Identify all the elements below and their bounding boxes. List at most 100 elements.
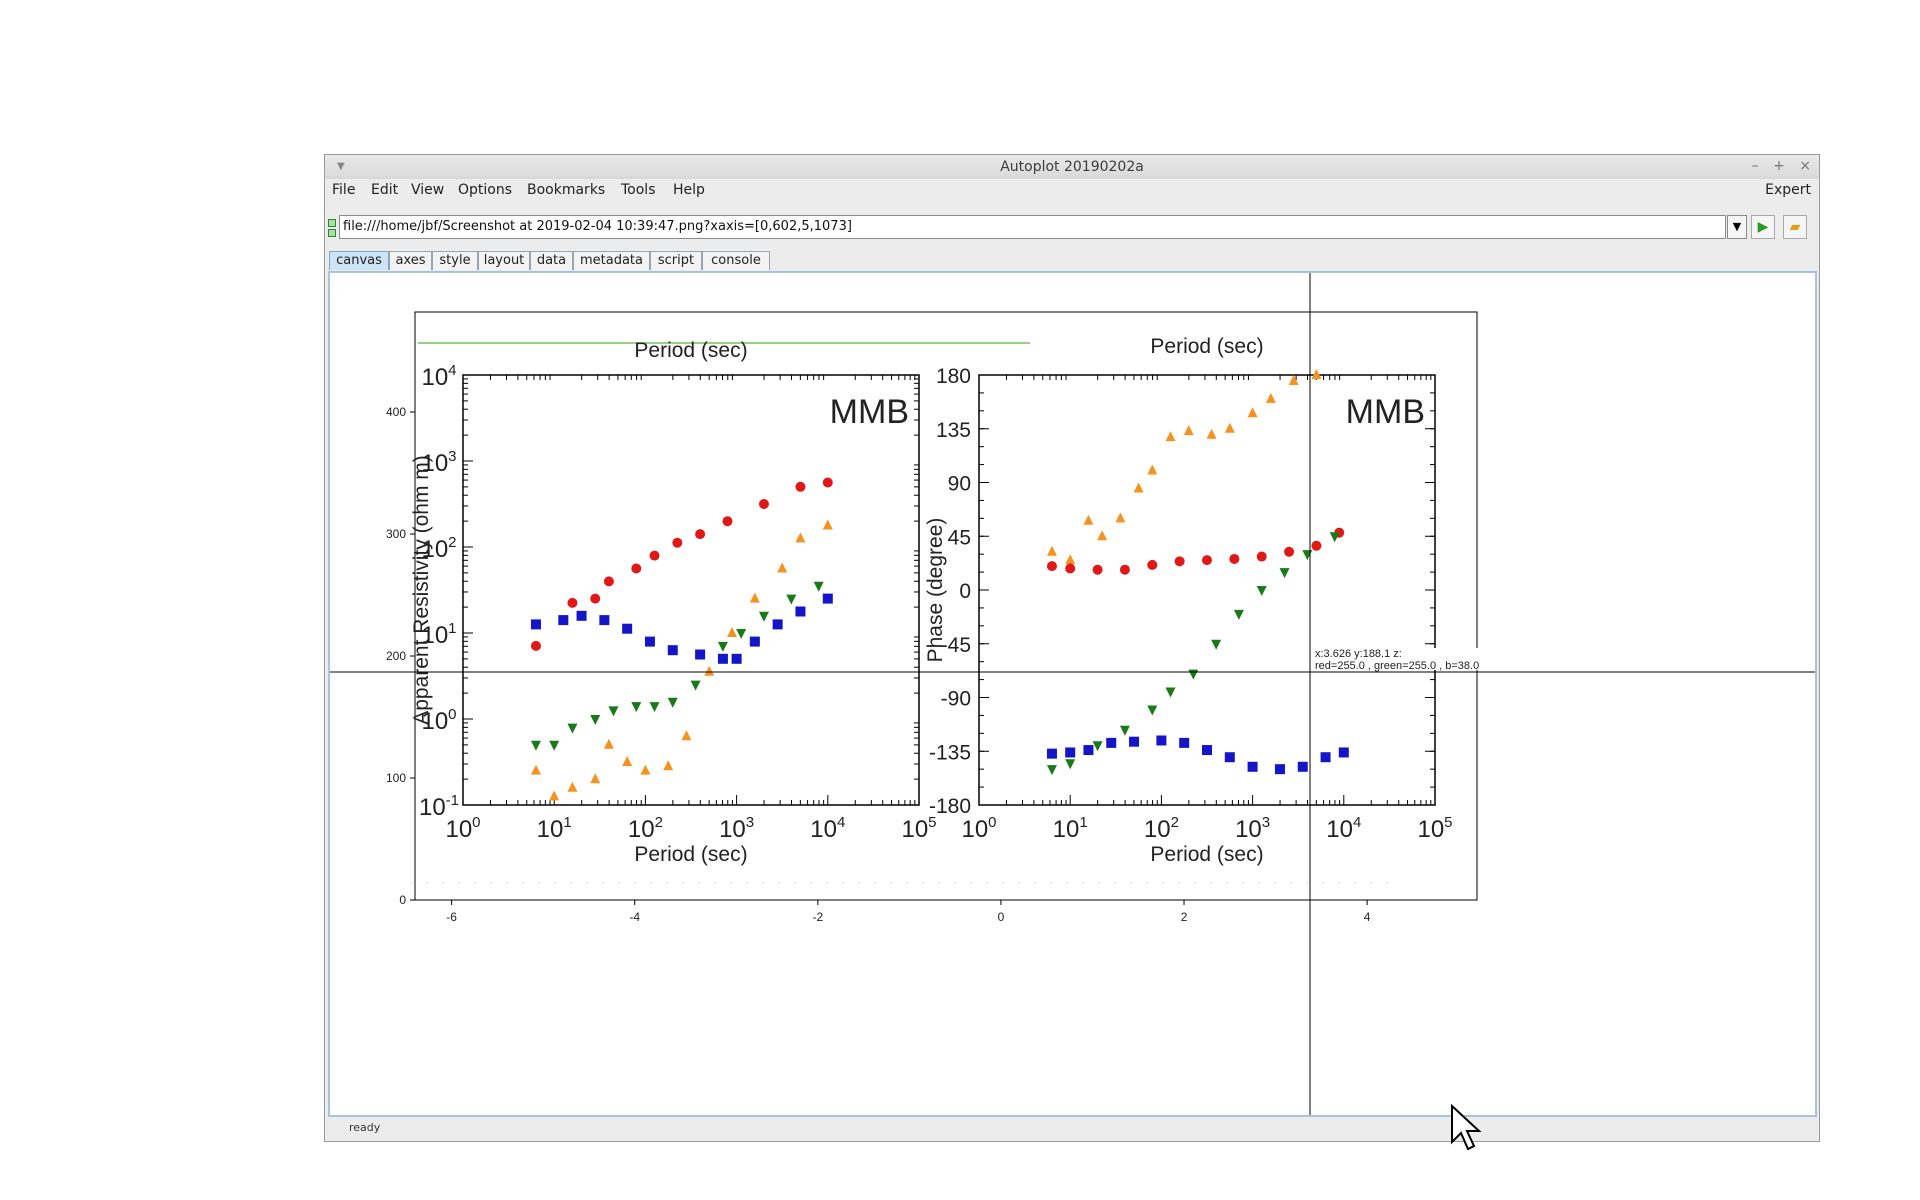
- url-input[interactable]: file:///home/jbf/Screenshot at 2019-02-0…: [339, 215, 1726, 239]
- menu-view[interactable]: View: [411, 182, 445, 198]
- data-point: [1311, 540, 1322, 551]
- outer-x-tick-label: -4: [629, 910, 640, 924]
- tab-script[interactable]: script: [650, 251, 702, 270]
- data-point: [1320, 752, 1331, 763]
- data-point: [1256, 551, 1267, 562]
- data-point: [1188, 669, 1199, 680]
- data-point: [1183, 425, 1194, 436]
- data-point: [1174, 556, 1185, 567]
- tab-style[interactable]: style: [432, 251, 478, 270]
- data-point: [822, 477, 833, 488]
- menu-file[interactable]: File: [332, 182, 356, 198]
- data-point: [640, 764, 651, 775]
- data-point: [530, 619, 541, 630]
- menu-edit[interactable]: Edit: [371, 182, 399, 198]
- y-tick-label: 180: [936, 365, 971, 388]
- outer-x-tick-label: 4: [1364, 910, 1371, 924]
- data-point: [649, 550, 660, 561]
- data-point: [622, 756, 633, 766]
- plot-canvas[interactable]: 0 100 200 300 400 -6 -4 -2 0 2 4 100 101 102 103 104 105…: [328, 271, 1817, 1117]
- menu-tools[interactable]: Tools: [621, 182, 656, 198]
- maximize-icon[interactable]: +: [1773, 158, 1785, 174]
- data-point: [1147, 705, 1158, 716]
- close-icon[interactable]: ×: [1799, 158, 1811, 174]
- tab-console[interactable]: console: [702, 251, 770, 270]
- data-point: [599, 615, 610, 626]
- data-point: [1083, 745, 1094, 756]
- outer-x-tick-label: -2: [812, 910, 823, 924]
- menu-help[interactable]: Help: [673, 182, 705, 198]
- data-point: [1179, 737, 1190, 748]
- tab-axes[interactable]: axes: [389, 251, 432, 270]
- data-point: [1046, 748, 1057, 759]
- outer-x-tick-label: 0: [998, 910, 1005, 924]
- x-tick-label: 101: [537, 814, 572, 843]
- data-point: [530, 740, 541, 751]
- data-point: [1092, 741, 1103, 752]
- x-tick-label: 100: [445, 814, 480, 843]
- data-point: [1133, 482, 1144, 493]
- outer-x-tick-label: 2: [1181, 910, 1188, 924]
- data-point: [603, 738, 614, 749]
- tab-data[interactable]: data: [530, 251, 573, 270]
- menu-options[interactable]: Options: [458, 182, 513, 198]
- menu-bookmarks[interactable]: Bookmarks: [527, 182, 606, 198]
- autoplot-window: ▼ Autoplot 20190202a – + × File Edit Vie…: [324, 154, 1820, 1142]
- data-point: [722, 516, 733, 527]
- plot-svg[interactable]: 0 100 200 300 400 -6 -4 -2 0 2 4 100 101 102 103 104 105…: [330, 273, 1815, 1115]
- data-point: [795, 532, 806, 543]
- tab-metadata[interactable]: metadata: [573, 251, 650, 270]
- data-point: [1065, 747, 1076, 758]
- data-point: [1224, 422, 1235, 433]
- data-point: [1202, 555, 1212, 566]
- data-point: [717, 641, 728, 652]
- data-point: [1092, 564, 1103, 575]
- title-bar[interactable]: ▼ Autoplot 20190202a – + ×: [325, 155, 1819, 180]
- data-point: [667, 697, 678, 708]
- x-tick-label: 104: [1326, 814, 1361, 843]
- y-tick-label: 104: [421, 362, 456, 391]
- play-icon: ▶: [1757, 219, 1769, 235]
- window-menu-icon[interactable]: ▼: [337, 161, 345, 172]
- data-point: [736, 629, 747, 639]
- readout-background: [1313, 648, 1503, 670]
- data-point: [749, 636, 760, 647]
- data-point: [1284, 546, 1295, 557]
- data-point: [786, 594, 797, 605]
- data-point: [1329, 532, 1340, 543]
- data-point: [1083, 514, 1094, 525]
- data-source-icon[interactable]: [328, 219, 336, 237]
- data-set-selector: file:///home/jbf/Screenshot at 2019-02-0…: [325, 213, 1819, 241]
- url-dropdown-button[interactable]: ▼: [1727, 215, 1747, 239]
- expert-menu[interactable]: Expert: [1765, 182, 1811, 198]
- x-tick-label: 105: [1417, 814, 1452, 843]
- data-point: [1129, 736, 1140, 747]
- data-point: [1046, 561, 1057, 572]
- data-point: [549, 790, 560, 801]
- tab-layout[interactable]: layout: [478, 251, 530, 270]
- data-point: [1247, 761, 1258, 772]
- y-tick-label: 10-1: [419, 792, 459, 821]
- data-point: [1206, 428, 1217, 439]
- data-point: [530, 764, 541, 775]
- y-tick-label: -90: [941, 688, 971, 711]
- plot-button[interactable]: ▶: [1751, 215, 1775, 239]
- chevron-down-icon: ▼: [1732, 220, 1742, 233]
- data-point: [590, 593, 601, 604]
- y-tick-label: -45: [941, 634, 971, 657]
- x-axis-label: Period (sec): [1150, 843, 1263, 866]
- browse-button[interactable]: ▰: [1783, 215, 1807, 239]
- data-point: [1165, 687, 1176, 698]
- x-tick-label: 103: [719, 814, 754, 843]
- data-point: [795, 481, 806, 492]
- outer-y-tick-label: 0: [399, 893, 406, 907]
- data-point: [1119, 725, 1130, 736]
- panel-title: MMB: [1346, 393, 1425, 431]
- data-point: [667, 645, 678, 656]
- minimize-icon[interactable]: –: [1751, 158, 1759, 174]
- outer-y-tick-label: 300: [386, 527, 406, 541]
- data-point: [1229, 553, 1240, 564]
- panel-frame: [978, 374, 1436, 806]
- x-tick-label: 102: [628, 814, 663, 843]
- tab-canvas[interactable]: canvas: [329, 251, 389, 270]
